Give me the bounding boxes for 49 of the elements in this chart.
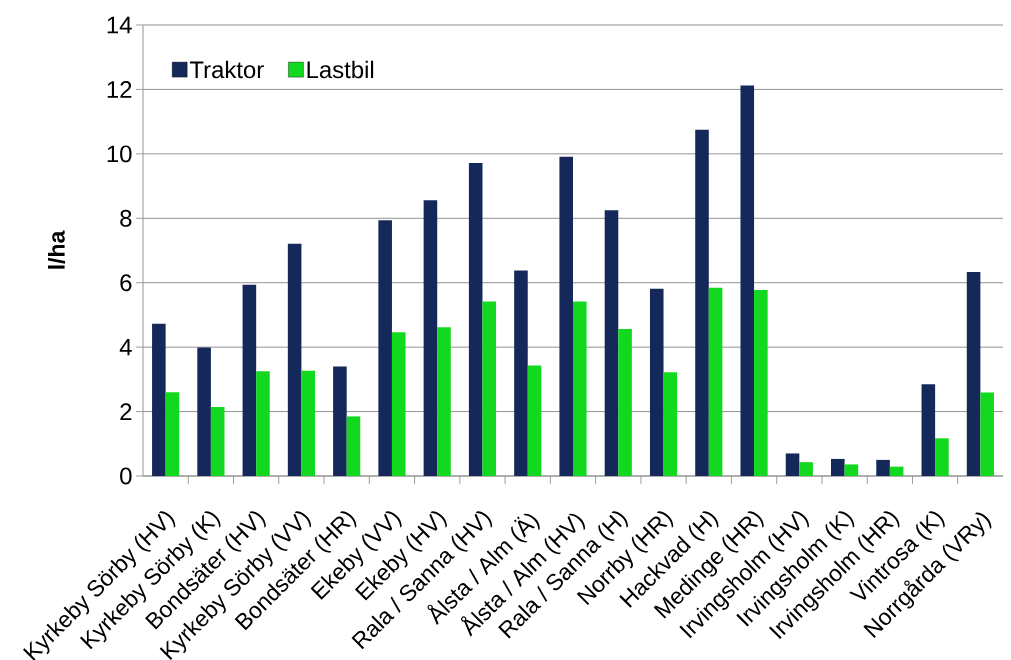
- bar: [482, 301, 497, 476]
- bar: [242, 284, 257, 476]
- y-tick-label: 2: [120, 403, 132, 420]
- bar: [618, 329, 632, 476]
- bar: [210, 407, 225, 476]
- bar: [437, 327, 451, 476]
- bar: [527, 365, 542, 476]
- bar: [980, 392, 994, 476]
- bar: [966, 272, 981, 476]
- bar: [604, 210, 619, 476]
- bar: [708, 287, 723, 476]
- bar: [333, 366, 347, 476]
- bar: [346, 416, 361, 476]
- y-tick-label: 10: [107, 145, 132, 163]
- bar: [740, 85, 755, 476]
- bar: [197, 347, 211, 476]
- y-tick-label: 0: [120, 467, 132, 485]
- bar: [831, 458, 845, 476]
- y-tick-label: 8: [120, 209, 132, 227]
- y-tick-label: 6: [120, 274, 132, 292]
- bar: [754, 290, 768, 476]
- y-axis-title: l/ha: [47, 230, 66, 269]
- bar: [165, 392, 180, 476]
- bar: [649, 288, 664, 476]
- bar: [423, 200, 438, 476]
- bar: [573, 301, 587, 476]
- bar: [391, 332, 406, 476]
- bar: [663, 372, 678, 476]
- bar: [301, 370, 315, 476]
- legend-label: Lastbil: [307, 60, 374, 79]
- bar: [468, 162, 483, 476]
- bar: [799, 462, 813, 476]
- y-tick-label: 12: [107, 81, 132, 98]
- legend-label: Traktor: [189, 60, 264, 79]
- bar: [287, 243, 302, 476]
- bar: [378, 220, 392, 476]
- bar: [514, 270, 528, 476]
- bar: [785, 453, 800, 476]
- bar: [921, 384, 936, 476]
- bar: [695, 129, 709, 476]
- y-tick-label: 14: [107, 16, 132, 34]
- bar: [889, 466, 904, 476]
- bar: [559, 156, 573, 476]
- bar: [152, 323, 166, 476]
- y-tick-label: 4: [119, 338, 132, 356]
- bar: [876, 459, 890, 476]
- bar: [935, 438, 949, 476]
- bar: [256, 371, 270, 476]
- bar: [844, 464, 859, 476]
